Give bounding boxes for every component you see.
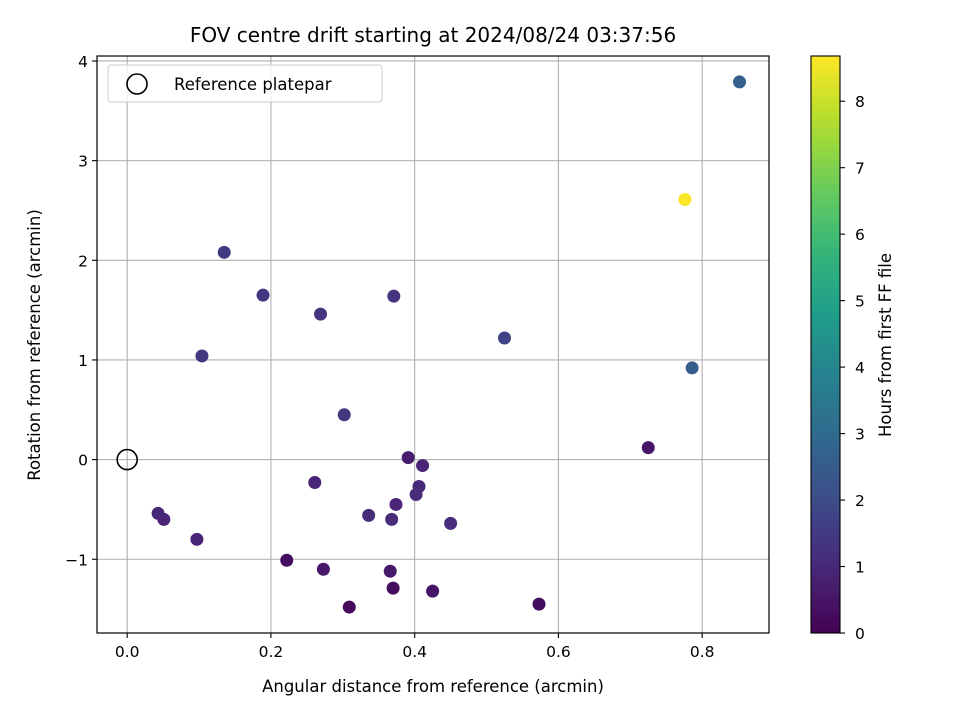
data-point xyxy=(386,581,400,595)
data-point xyxy=(316,562,330,576)
data-point xyxy=(280,553,294,567)
colorbar-tick-label: 8 xyxy=(855,93,865,111)
x-tick-label: 0.6 xyxy=(546,643,571,661)
grid-lines xyxy=(97,56,769,633)
data-point xyxy=(190,532,204,546)
colorbar-tick-label: 0 xyxy=(855,625,865,643)
data-point xyxy=(195,349,209,363)
legend: Reference platepar xyxy=(107,64,383,103)
plot-frame xyxy=(96,55,770,634)
data-point xyxy=(217,245,231,259)
x-tick-label: 0.4 xyxy=(402,643,427,661)
data-point xyxy=(387,289,401,303)
x-tick-label: 0.8 xyxy=(690,643,715,661)
data-point xyxy=(532,597,546,611)
data-point xyxy=(389,497,403,511)
y-tick-label: 3 xyxy=(78,153,88,171)
data-point xyxy=(256,288,270,302)
y-tick-label: 2 xyxy=(78,252,88,270)
colorbar: 0 1 2 3 4 5 6 7 8 xyxy=(810,55,865,643)
legend-box xyxy=(107,64,383,103)
data-point xyxy=(401,451,415,465)
data-point xyxy=(426,584,440,598)
colorbar-tick-label: 1 xyxy=(855,559,865,577)
chart-title: FOV centre drift starting at 2024/08/24 … xyxy=(190,23,676,47)
x-axis-title: Angular distance from reference (arcmin) xyxy=(262,677,604,696)
data-point xyxy=(342,600,356,614)
y-tick-label: 1 xyxy=(78,352,88,370)
colorbar-title: Hours from first FF file xyxy=(876,253,895,437)
colorbar-frame xyxy=(810,55,841,634)
colorbar-tick-label: 5 xyxy=(855,293,865,311)
data-point xyxy=(733,75,747,89)
data-point xyxy=(685,361,699,375)
y-tick-label: 4 xyxy=(78,53,88,71)
data-point xyxy=(678,193,692,207)
colorbar-tick-label: 2 xyxy=(855,492,865,510)
colorbar-tick-label: 7 xyxy=(855,160,865,178)
reference-point xyxy=(116,448,138,471)
data-point xyxy=(308,476,322,490)
data-point xyxy=(444,516,458,530)
plot-axes: 0.0 0.2 0.4 0.6 0.8 −1 0 1 2 3 4 xyxy=(65,53,770,661)
data-point xyxy=(385,512,399,526)
colorbar-tick-label: 6 xyxy=(855,226,865,244)
legend-label-reference: Reference platepar xyxy=(174,75,332,94)
data-points xyxy=(116,75,747,614)
x-tick-label: 0.2 xyxy=(259,643,284,661)
colorbar-tick-label: 3 xyxy=(855,426,865,444)
data-point xyxy=(337,408,351,422)
data-point xyxy=(416,459,430,473)
data-point xyxy=(314,307,328,321)
data-point xyxy=(498,331,512,345)
data-point xyxy=(409,487,423,501)
data-point xyxy=(362,508,376,522)
colorbar-gradient xyxy=(811,56,840,633)
colorbar-tick-label: 4 xyxy=(855,359,865,377)
y-tick-label: −1 xyxy=(65,551,88,569)
x-tick-label: 0.0 xyxy=(115,643,140,661)
data-point xyxy=(383,564,397,578)
legend-marker-reference xyxy=(126,73,148,95)
data-point xyxy=(157,512,171,526)
y-axis-title: Rotation from reference (arcmin) xyxy=(25,209,44,481)
data-point xyxy=(641,441,655,455)
y-tick-label: 0 xyxy=(78,452,88,470)
